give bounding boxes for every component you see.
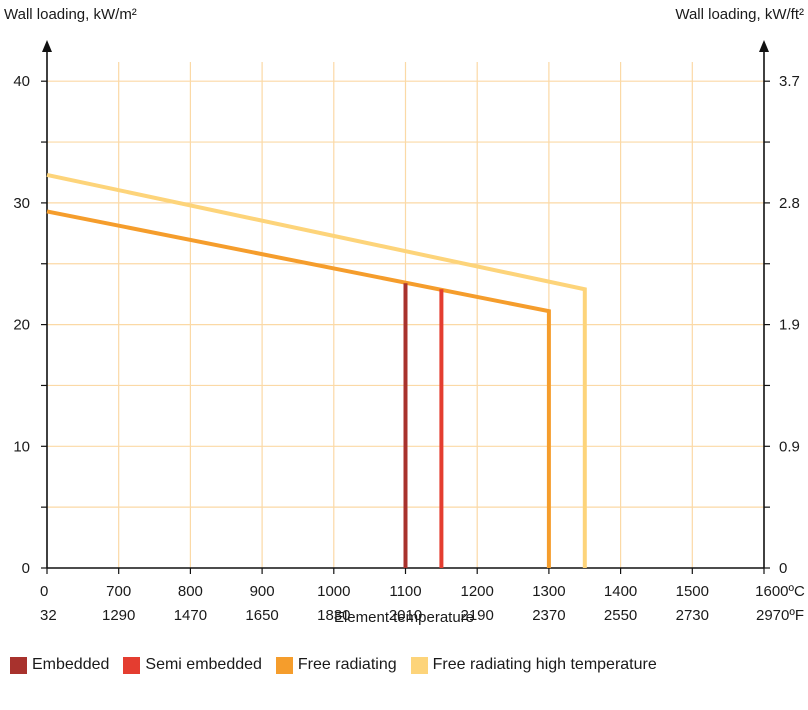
x-tick-label-fahrenheit: 2190 <box>461 607 494 624</box>
y-tick-label-right: 0 <box>779 560 787 577</box>
legend-item-free-radiating: Free radiating <box>275 656 397 674</box>
legend-item-semi-embedded: Semi embedded <box>123 656 262 674</box>
y-tick-label-right: 3.7 <box>779 73 800 90</box>
y-tick-label-right: 0.9 <box>779 438 800 455</box>
legend-label: Free radiating <box>297 656 397 673</box>
left-axis-title: Wall loading, kW/m² <box>4 6 137 23</box>
series-line-free-radiating <box>46 209 551 568</box>
legend: Embedded Semi embedded Free radiating Free … <box>10 656 671 674</box>
y-tick-label-right: 2.8 <box>779 195 800 212</box>
x-tick-label-celsius: 1600ºC <box>755 583 805 600</box>
x-tick-label-fahrenheit: 1650 <box>245 607 278 624</box>
x-tick-label-fahrenheit: 32 <box>40 607 57 624</box>
legend-item-free-radiating-high-temperature: Free radiating high temperature <box>410 656 657 674</box>
right-axis-title: Wall loading, kW/ft² <box>675 6 804 23</box>
x-axis-label: Element temperature <box>334 609 474 626</box>
x-tick-label-celsius: 1400 <box>604 583 637 600</box>
series-line-free-radiating-high-temperature <box>46 172 587 568</box>
legend-swatch <box>10 656 27 674</box>
x-tick-label-fahrenheit: 1830 <box>317 607 350 624</box>
x-tick-label-celsius: 700 <box>106 583 131 600</box>
legend-swatch <box>275 656 293 674</box>
legend-label: Embedded <box>32 656 110 673</box>
x-tick-label-celsius: 0 <box>40 583 48 600</box>
legend-label: Free radiating high temperature <box>432 656 657 673</box>
x-tick-label-fahrenheit: 2970ºF <box>756 607 804 624</box>
y-tick-label-left: 20 <box>13 317 30 334</box>
legend-item-embedded: Embedded <box>10 656 109 674</box>
x-tick-label-fahrenheit: 2010 <box>389 607 422 624</box>
legend-swatch <box>410 656 428 674</box>
series-lines <box>46 172 587 568</box>
legend-label: Semi embedded <box>145 656 262 673</box>
legend-swatch <box>123 656 141 674</box>
y-tick-label-right: 1.9 <box>779 317 800 334</box>
x-tick-label-celsius: 1100 <box>389 583 421 600</box>
x-tick-label-celsius: 1200 <box>461 583 494 600</box>
x-tick-label-celsius: 1000 <box>317 583 350 600</box>
y-tick-label-left: 10 <box>13 438 30 455</box>
y-tick-label-left: 0 <box>22 560 30 577</box>
right-axis-arrow <box>759 40 769 52</box>
x-tick-label-celsius: 900 <box>250 583 275 600</box>
x-tick-label-celsius: 1500 <box>676 583 709 600</box>
y-tick-label-left: 30 <box>13 195 30 212</box>
x-tick-label-fahrenheit: 2370 <box>532 607 565 624</box>
x-tick-label-celsius: 1300 <box>532 583 565 600</box>
left-axis-arrow <box>42 40 52 52</box>
x-tick-label-celsius: 800 <box>178 583 203 600</box>
x-tick-label-fahrenheit: 1290 <box>102 607 135 624</box>
x-tick-label-fahrenheit: 2550 <box>604 607 637 624</box>
y-tick-label-left: 40 <box>13 73 30 90</box>
x-tick-label-fahrenheit: 1470 <box>174 607 207 624</box>
x-tick-label-fahrenheit: 2730 <box>676 607 709 624</box>
tick-labels: 0 10 20 30 40 0 0.9 1.9 2.8 3.7 0 700 800 900 1000 1100… <box>13 73 805 624</box>
